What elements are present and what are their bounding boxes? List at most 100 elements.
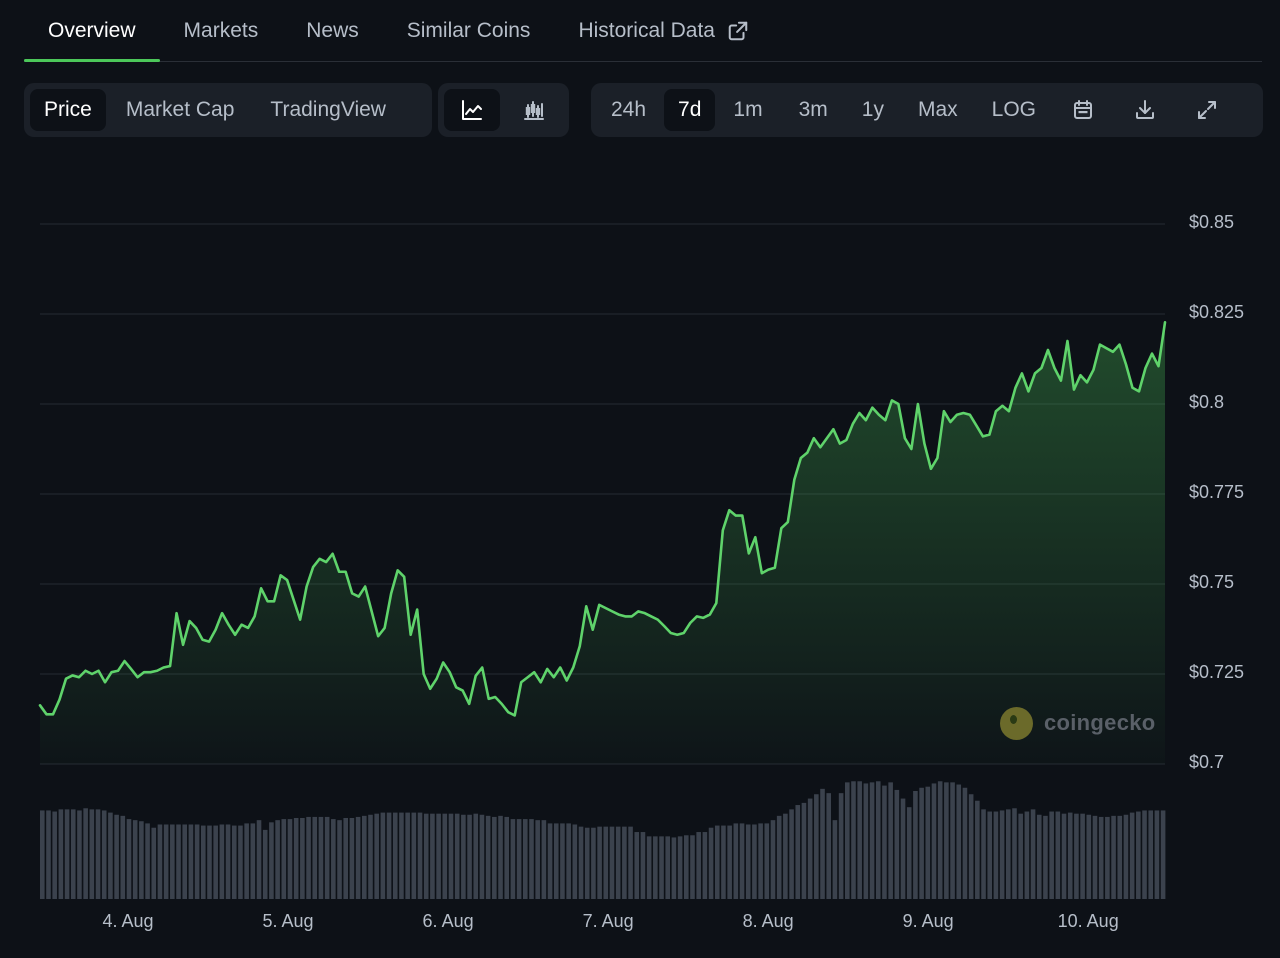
volume-bar (1148, 810, 1154, 899)
volume-bar (603, 826, 609, 899)
volume-bar (442, 813, 448, 899)
volume-bar (306, 816, 311, 899)
tab-overview[interactable]: Overview (24, 0, 160, 62)
chart-style-toggle (438, 83, 569, 137)
volume-bar (89, 809, 95, 899)
range-3m[interactable]: 3m (798, 98, 828, 121)
line-chart-icon (462, 100, 482, 120)
volume-bar (423, 813, 429, 899)
volume-bar (52, 811, 57, 899)
x-tick-label: 7. Aug (583, 911, 634, 931)
price-toggle[interactable]: Price (30, 89, 106, 131)
volume-bar (560, 823, 565, 899)
volume-bar (380, 812, 386, 899)
download-button[interactable] (1120, 89, 1170, 131)
price-chart[interactable]: $0.7 $0.725 $0.75 $0.775 $0.8 $0.825 $0.85 4. … (0, 150, 1280, 950)
volume-bar (1154, 810, 1160, 899)
volume-bar (1129, 812, 1135, 899)
volume-bar (157, 824, 163, 899)
tab-historical-data[interactable]: Historical Data (554, 0, 773, 61)
volume-bar (714, 825, 720, 899)
volume-bar (287, 819, 293, 899)
volume-bar (745, 824, 751, 899)
volume-bar (999, 810, 1005, 899)
tab-bar: Overview Markets News Similar Coins Hist… (24, 0, 1262, 62)
volume-bar (231, 825, 237, 899)
price-line (38, 320, 1167, 717)
volume-bar (337, 820, 342, 899)
tab-label: News (306, 18, 359, 42)
volume-bar (708, 827, 714, 899)
candlestick-button[interactable] (506, 89, 562, 131)
fullscreen-button[interactable] (1182, 89, 1232, 131)
x-tick-label: 4. Aug (102, 911, 153, 931)
volume-bar (523, 819, 528, 899)
volume-bar (547, 823, 553, 899)
volume-bar (269, 822, 274, 899)
volume-bar (875, 781, 881, 899)
volume-bar (318, 816, 324, 899)
volume-bar (906, 807, 912, 899)
volume-bar (572, 824, 578, 899)
log-scale-toggle[interactable]: LOG (991, 98, 1037, 121)
tab-similar-coins[interactable]: Similar Coins (383, 0, 555, 61)
volume-bar (485, 815, 491, 899)
line-chart-button[interactable] (444, 89, 500, 131)
download-icon (1136, 100, 1155, 119)
volume-bar (163, 824, 169, 899)
y-tick-label: $0.725 (1189, 662, 1244, 682)
volume-bar (355, 816, 361, 899)
volume-bar (919, 787, 924, 899)
volume-bar (634, 832, 640, 899)
volume-bar (764, 823, 770, 899)
volume-bar (1055, 811, 1061, 899)
volume-bar (591, 827, 596, 899)
volume-bar (584, 827, 590, 899)
volume-bar (814, 794, 819, 899)
volume-bar (120, 815, 126, 899)
volume-bar (758, 823, 763, 899)
range-1y[interactable]: 1y (861, 98, 884, 121)
volume-bar (597, 826, 602, 899)
tab-label: Markets (183, 18, 259, 42)
tab-markets[interactable]: Markets (160, 0, 283, 61)
tradingview-toggle[interactable]: TradingView (270, 98, 386, 121)
x-axis-labels: 4. Aug 5. Aug 6. Aug 7. Aug 8. Aug 9. Aug 10. … (102, 911, 1118, 931)
volume-bar (894, 789, 900, 899)
volume-bar (578, 826, 584, 899)
range-max[interactable]: Max (917, 98, 958, 121)
volume-bar (937, 781, 943, 899)
watermark-text: coingecko (1044, 710, 1156, 735)
volume-bar (653, 836, 658, 899)
y-tick-label: $0.775 (1189, 482, 1244, 502)
volume-bar (529, 819, 534, 899)
x-tick-label: 10. Aug (1058, 911, 1119, 931)
range-1m[interactable]: 1m (733, 98, 763, 121)
volume-bar (126, 819, 132, 899)
volume-bar (392, 812, 398, 899)
volume-bar (479, 814, 485, 899)
volume-bar (430, 813, 435, 899)
volume-bar (968, 794, 974, 899)
volume-bar (244, 823, 249, 899)
volume-bar (677, 836, 683, 899)
date-range-button[interactable] (1058, 89, 1108, 131)
tab-news[interactable]: News (282, 0, 383, 61)
volume-bar (238, 825, 243, 899)
volume-bar (176, 824, 181, 899)
volume-bar (770, 820, 776, 899)
range-7d[interactable]: 7d (664, 89, 716, 131)
volume-bar (801, 802, 807, 899)
volume-bar (374, 813, 379, 899)
volume-bar (1098, 816, 1104, 899)
range-24h[interactable]: 24h (611, 98, 647, 121)
market-cap-toggle[interactable]: Market Cap (125, 98, 235, 121)
volume-bar (281, 819, 287, 899)
volume-bar (820, 788, 825, 899)
volume-bar (1086, 814, 1092, 899)
volume-bar (498, 815, 503, 899)
volume-bar (170, 824, 175, 899)
volume-bar (900, 798, 906, 899)
volume-bar (962, 787, 968, 899)
volume-bar (1043, 815, 1048, 899)
